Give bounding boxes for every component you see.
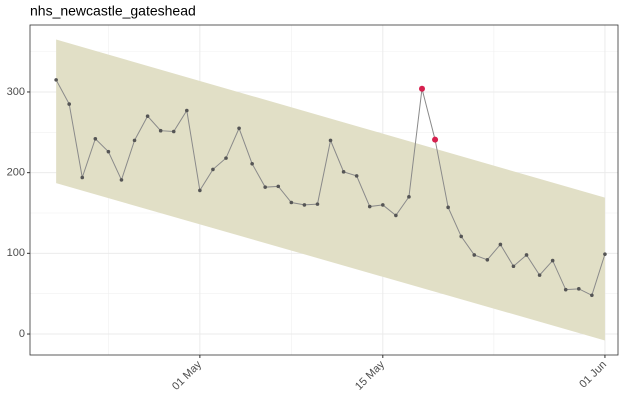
y-tick-label: 200 — [7, 167, 25, 179]
point — [263, 185, 268, 189]
point — [446, 205, 450, 210]
y-tick-label: 300 — [7, 86, 25, 98]
point — [577, 287, 581, 291]
point — [381, 203, 385, 207]
point — [354, 174, 359, 178]
y-tick-label: 100 — [7, 247, 25, 259]
point — [524, 253, 529, 257]
point — [106, 149, 111, 154]
anomaly-point — [419, 85, 425, 92]
point — [224, 156, 228, 160]
point — [341, 170, 346, 174]
point — [328, 138, 333, 143]
point — [563, 287, 568, 292]
point — [485, 257, 490, 262]
point — [459, 234, 464, 239]
chart-title: nhs_newcastle_gateshead — [30, 3, 196, 19]
point — [119, 178, 124, 182]
point — [158, 128, 163, 133]
point — [67, 102, 71, 106]
anomaly-point — [432, 136, 439, 143]
point — [93, 136, 98, 141]
x-tick-label: 01 Jun — [577, 359, 609, 391]
point — [237, 126, 241, 131]
x-tick-label: 15 May — [353, 358, 387, 392]
point — [394, 213, 398, 218]
point — [54, 78, 58, 82]
point — [250, 161, 254, 166]
point — [590, 293, 594, 298]
point — [289, 200, 294, 205]
point — [302, 203, 307, 207]
point — [211, 167, 215, 172]
point — [80, 175, 85, 180]
point — [498, 242, 503, 247]
x-tick-label: 01 May — [170, 358, 204, 392]
point — [276, 184, 281, 189]
point — [603, 252, 607, 256]
point — [198, 188, 202, 193]
point — [537, 273, 542, 277]
point — [145, 114, 150, 118]
point — [472, 253, 477, 257]
point — [315, 202, 320, 206]
point — [367, 204, 372, 209]
point — [171, 129, 176, 134]
point — [511, 264, 516, 269]
panel-border — [29, 24, 619, 356]
point — [132, 138, 137, 143]
point — [550, 258, 555, 263]
forecast-band — [56, 39, 605, 341]
point — [407, 195, 411, 199]
point — [185, 108, 189, 113]
y-tick-label: 0 — [19, 328, 25, 340]
